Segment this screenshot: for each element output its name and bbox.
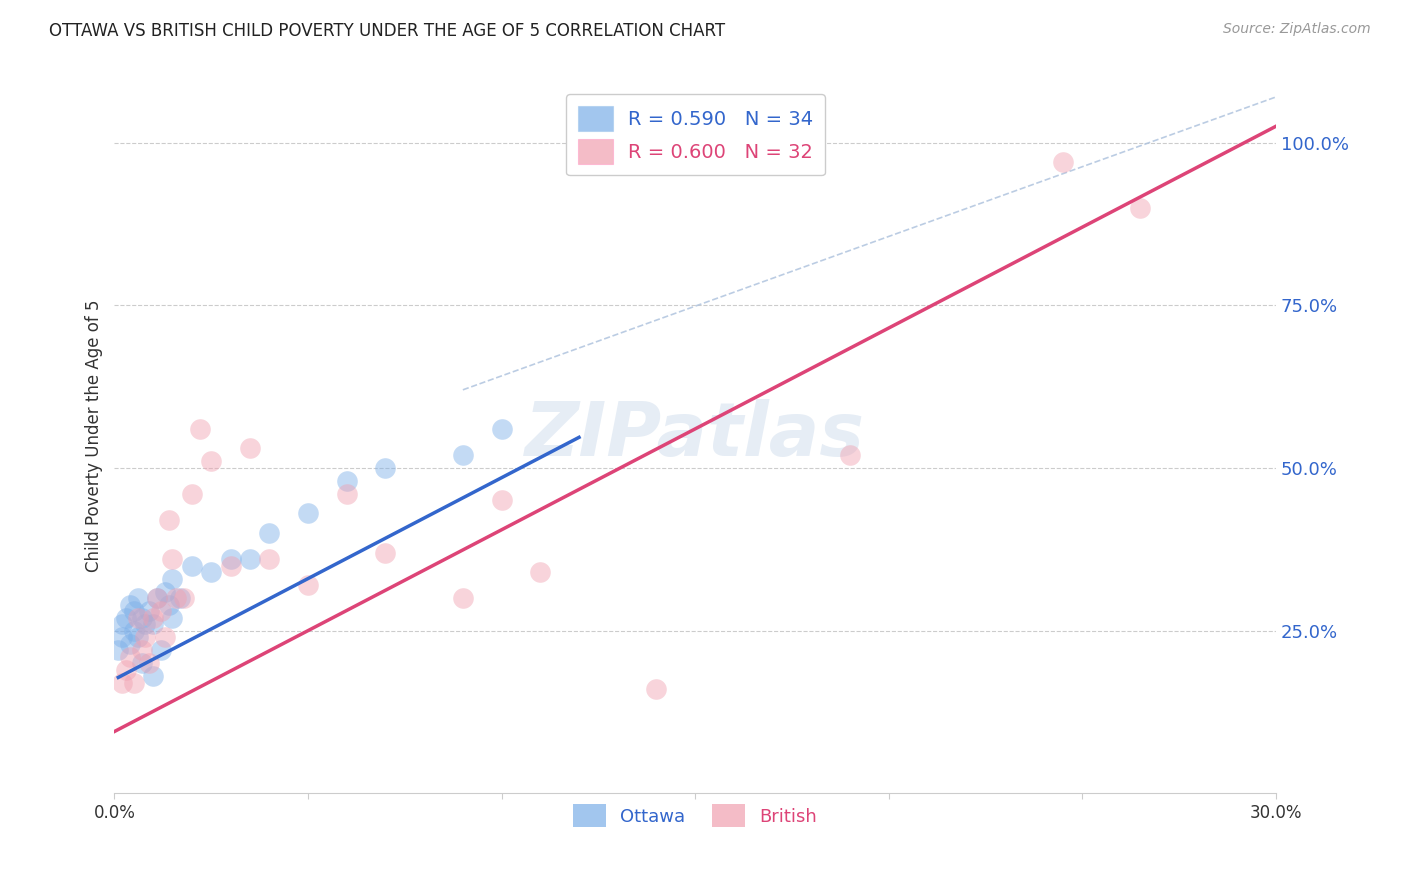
Point [153, 584, 176, 599]
Point [157, 513, 180, 527]
Legend: Ottawa, British: Ottawa, British [567, 797, 824, 834]
Point [118, 598, 141, 612]
Point [146, 591, 169, 606]
Point [134, 617, 156, 632]
Point [239, 552, 262, 566]
Point [138, 604, 160, 618]
Point [165, 591, 187, 606]
Point [297, 578, 319, 592]
Point [374, 461, 396, 475]
Point [149, 643, 172, 657]
Point [118, 637, 141, 651]
Point [127, 630, 149, 644]
Y-axis label: Child Poverty Under the Age of 5: Child Poverty Under the Age of 5 [86, 299, 103, 572]
Point [142, 669, 165, 683]
Point [839, 448, 862, 462]
Point [111, 617, 134, 632]
Point [149, 604, 172, 618]
Point [153, 630, 176, 644]
Text: ZIPatlas: ZIPatlas [526, 399, 865, 472]
Point [107, 643, 129, 657]
Point [259, 526, 281, 541]
Point [173, 591, 195, 606]
Point [111, 630, 134, 644]
Point [336, 487, 359, 501]
Point [239, 442, 262, 456]
Point [122, 604, 145, 618]
Point [131, 656, 153, 670]
Point [115, 663, 138, 677]
Point [491, 422, 513, 436]
Point [131, 610, 153, 624]
Point [131, 643, 153, 657]
Point [200, 565, 222, 579]
Point [142, 617, 165, 632]
Point [142, 610, 165, 624]
Point [451, 448, 474, 462]
Point [188, 422, 211, 436]
Point [146, 591, 169, 606]
Point [451, 591, 474, 606]
Text: OTTAWA VS BRITISH CHILD POVERTY UNDER THE AGE OF 5 CORRELATION CHART: OTTAWA VS BRITISH CHILD POVERTY UNDER TH… [49, 22, 725, 40]
Point [162, 552, 184, 566]
Point [374, 545, 396, 559]
Point [1052, 155, 1074, 169]
Point [138, 656, 160, 670]
Point [180, 558, 202, 573]
Point [297, 507, 319, 521]
Point [645, 682, 668, 697]
Point [122, 675, 145, 690]
Point [162, 610, 184, 624]
Point [127, 610, 149, 624]
Text: Source: ZipAtlas.com: Source: ZipAtlas.com [1223, 22, 1371, 37]
Point [122, 624, 145, 638]
Point [259, 552, 281, 566]
Point [336, 474, 359, 488]
Point [111, 675, 134, 690]
Point [219, 552, 242, 566]
Point [529, 565, 551, 579]
Point [180, 487, 202, 501]
Point [169, 591, 191, 606]
Point [568, 155, 591, 169]
Point [162, 572, 184, 586]
Point [134, 630, 156, 644]
Point [219, 558, 242, 573]
Point [1129, 201, 1152, 215]
Point [115, 610, 138, 624]
Point [491, 493, 513, 508]
Point [157, 598, 180, 612]
Point [200, 454, 222, 468]
Point [127, 591, 149, 606]
Point [118, 649, 141, 664]
